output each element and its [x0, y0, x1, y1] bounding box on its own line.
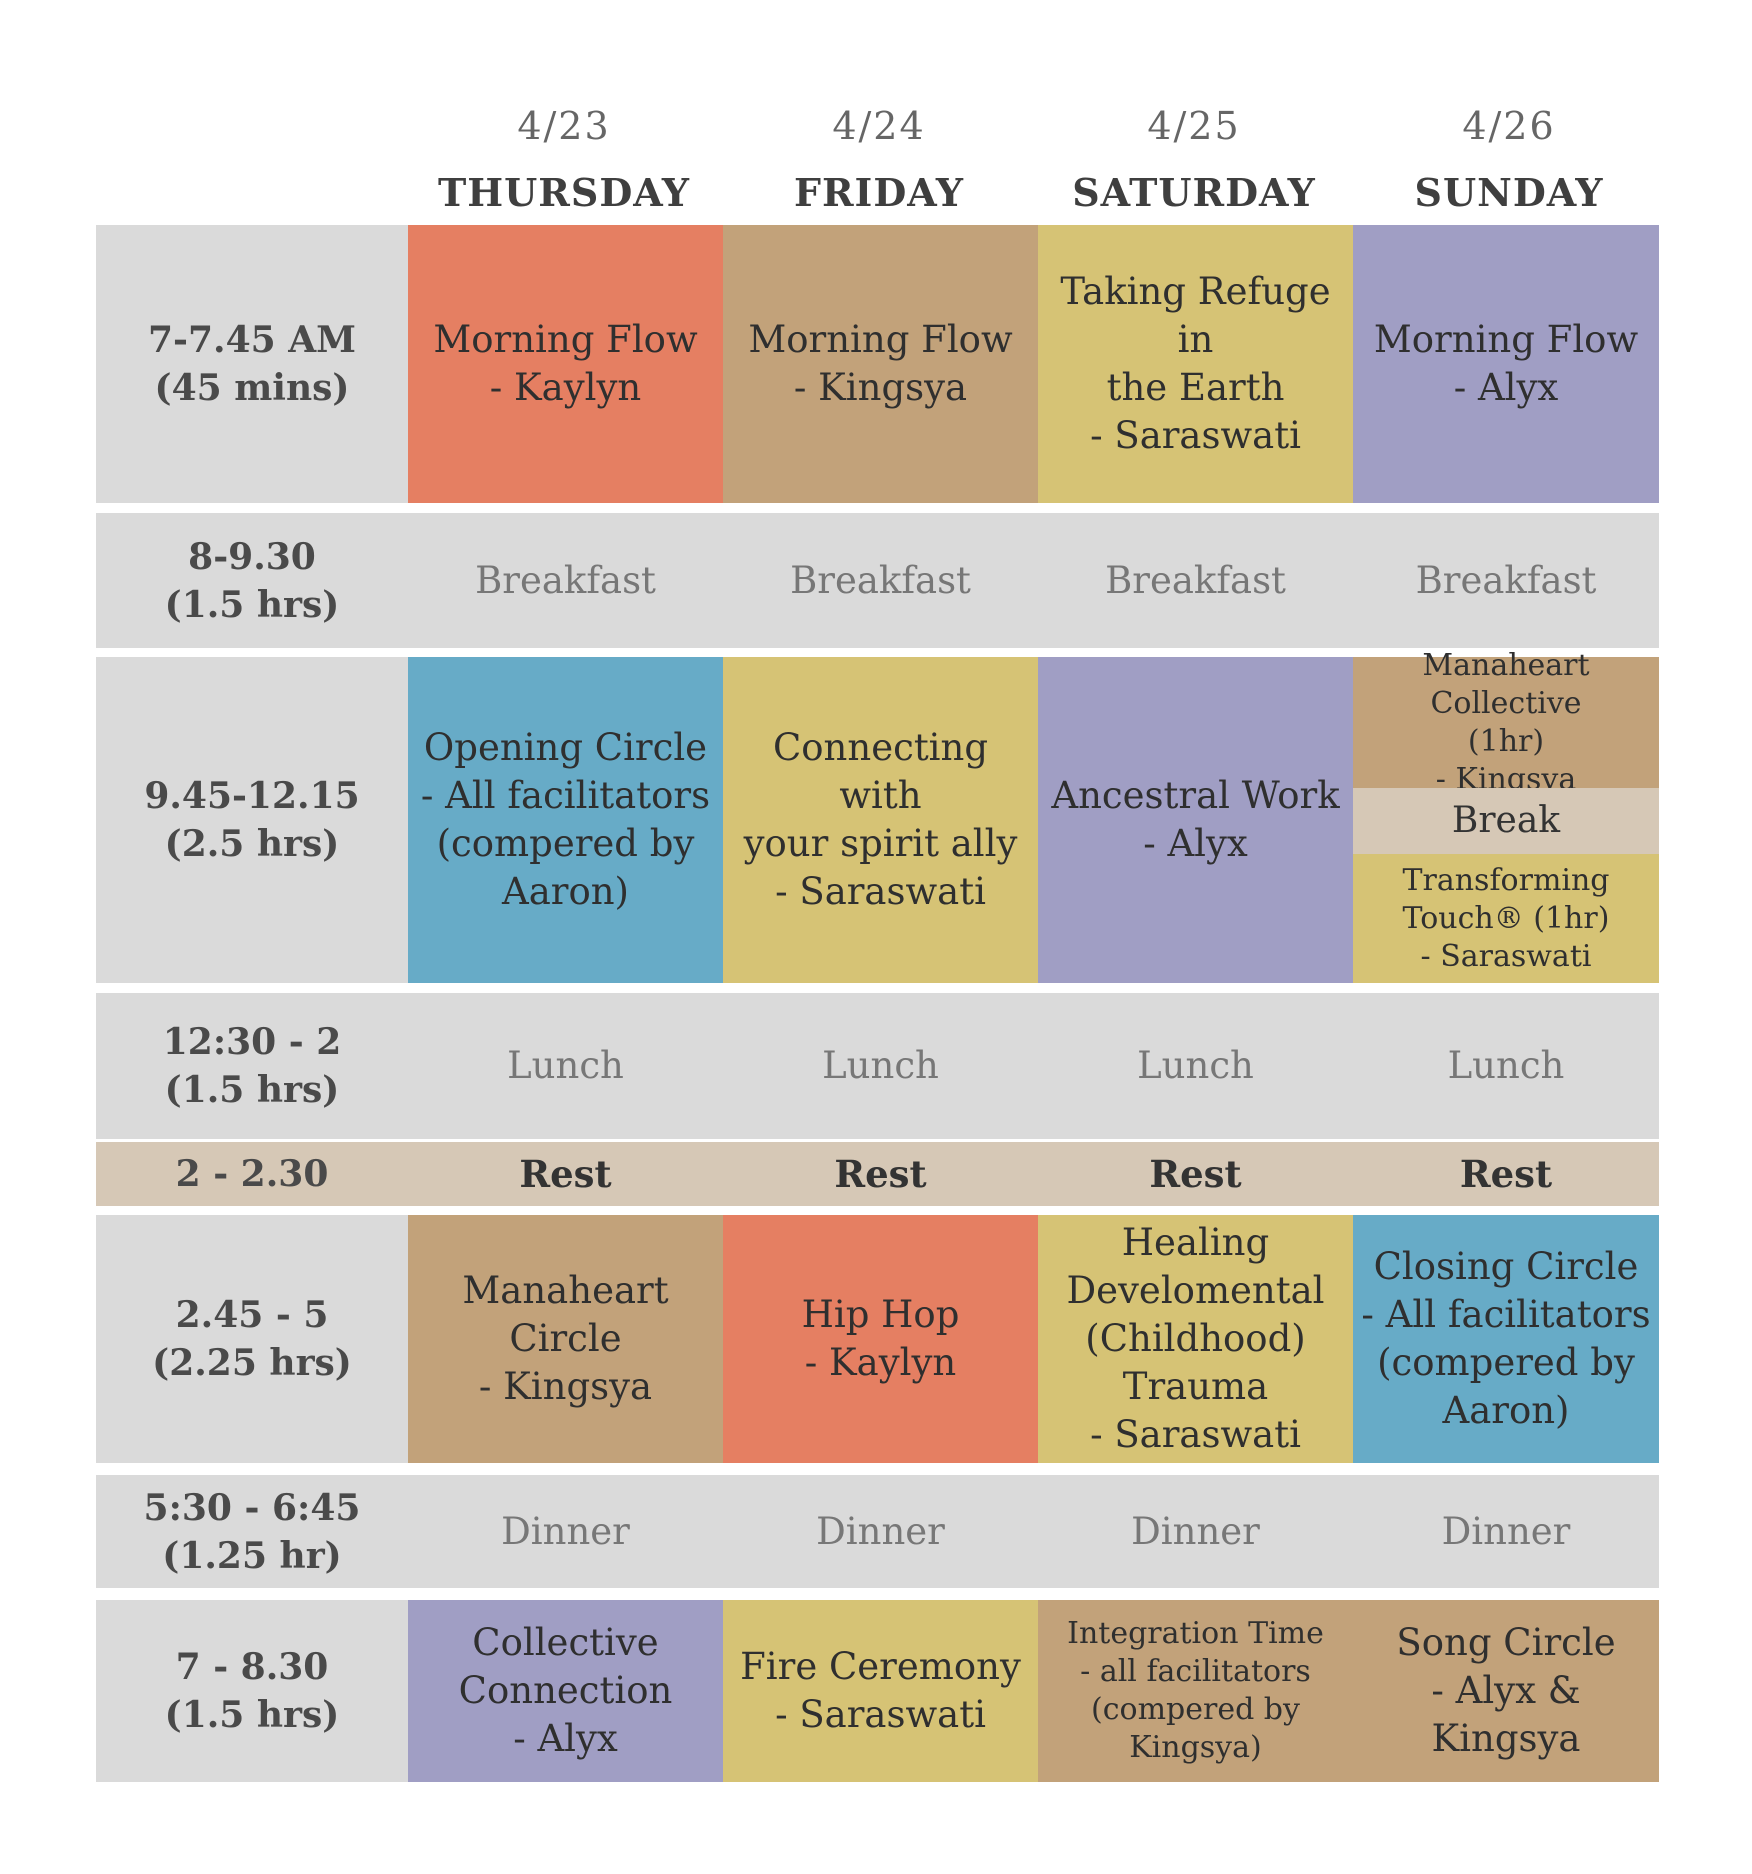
session-cell: Connecting with your spirit ally - Saras… [723, 657, 1038, 983]
session-cell: Fire Ceremony - Saraswati [723, 1600, 1038, 1782]
meal-cell: Dinner [723, 1475, 1038, 1588]
rest-cell: Rest [408, 1142, 723, 1206]
day-name: FRIDAY [793, 170, 964, 215]
session-cell: Morning Flow - Kaylyn [408, 225, 723, 503]
rest-cell: Rest [1353, 1142, 1659, 1206]
day-date: 4/26 [1462, 104, 1556, 148]
day-date: 4/25 [1147, 104, 1241, 148]
session-cell: Song Circle - Alyx & Kingsya [1353, 1600, 1659, 1782]
session-cell: Collective Connection - Alyx [408, 1600, 723, 1782]
session-cell: Hip Hop - Kaylyn [723, 1215, 1038, 1463]
meal-cell: Breakfast [723, 513, 1038, 648]
break-part: Break [1353, 788, 1659, 854]
time-slot: 2.45 - 5 (2.25 hrs) [96, 1215, 408, 1463]
schedule-row: 2.45 - 5 (2.25 hrs) Manaheart Circle - K… [96, 1215, 1659, 1463]
meal-cell: Breakfast [1038, 513, 1353, 648]
meal-cell: Dinner [408, 1475, 723, 1588]
schedule-row: 8-9.30 (1.5 hrs) Breakfast Breakfast Bre… [96, 513, 1659, 648]
meal-cell: Breakfast [408, 513, 723, 648]
schedule-row: 5:30 - 6:45 (1.25 hr) Dinner Dinner Dinn… [96, 1475, 1659, 1588]
schedule-row: 7-7.45 AM (45 mins) Morning Flow - Kayly… [96, 225, 1659, 503]
session-cell: Healing Develomental (Childhood) Trauma … [1038, 1215, 1353, 1463]
schedule-row: 9.45-12.15 (2.5 hrs) Opening Circle - Al… [96, 648, 1659, 983]
meal-cell: Breakfast [1353, 513, 1659, 648]
meal-cell: Dinner [1353, 1475, 1659, 1588]
session-cell: Morning Flow - Kingsya [723, 225, 1038, 503]
meal-cell: Lunch [1038, 993, 1353, 1139]
session-cell: Opening Circle - All facilitators (compe… [408, 657, 723, 983]
time-slot: 12:30 - 2 (1.5 hrs) [96, 993, 408, 1139]
schedule-row: 12:30 - 2 (1.5 hrs) Lunch Lunch Lunch Lu… [96, 993, 1659, 1139]
time-slot: 9.45-12.15 (2.5 hrs) [96, 657, 408, 983]
time-slot: 7 - 8.30 (1.5 hrs) [96, 1600, 408, 1782]
day-name: SATURDAY [1072, 170, 1316, 215]
schedule-row: 2 - 2.30 Rest Rest Rest Rest [96, 1142, 1659, 1206]
day-name: THURSDAY [437, 170, 690, 215]
session-cell: Manaheart Circle - Kingsya [408, 1215, 723, 1463]
meal-cell: Lunch [723, 993, 1038, 1139]
session-cell: Taking Refuge in the Earth - Saraswati [1038, 225, 1353, 503]
session-cell: Integration Time - all facilitators (com… [1038, 1600, 1353, 1782]
meal-cell: Lunch [408, 993, 723, 1139]
session-cell: Morning Flow - Alyx [1353, 225, 1659, 503]
rest-cell: Rest [723, 1142, 1038, 1206]
split-session-cell: Manaheart Collective (1hr) - Kingsya Bre… [1353, 648, 1659, 983]
time-slot: 8-9.30 (1.5 hrs) [96, 513, 408, 648]
time-slot: 2 - 2.30 [96, 1142, 408, 1206]
schedule-row: 7 - 8.30 (1.5 hrs) Collective Connection… [96, 1600, 1659, 1782]
session-cell: Closing Circle - All facilitators (compe… [1353, 1215, 1659, 1463]
day-date: 4/23 [517, 104, 611, 148]
time-slot: 5:30 - 6:45 (1.25 hr) [96, 1475, 408, 1588]
session-part: Transforming Touch® (1hr) - Saraswati [1353, 854, 1659, 983]
session-part: Manaheart Collective (1hr) - Kingsya [1353, 648, 1659, 797]
day-name: SUNDAY [1414, 170, 1604, 215]
day-date: 4/24 [832, 104, 926, 148]
rest-cell: Rest [1038, 1142, 1353, 1206]
time-slot: 7-7.45 AM (45 mins) [96, 225, 408, 503]
session-cell: Ancestral Work - Alyx [1038, 657, 1353, 983]
meal-cell: Dinner [1038, 1475, 1353, 1588]
meal-cell: Lunch [1353, 993, 1659, 1139]
